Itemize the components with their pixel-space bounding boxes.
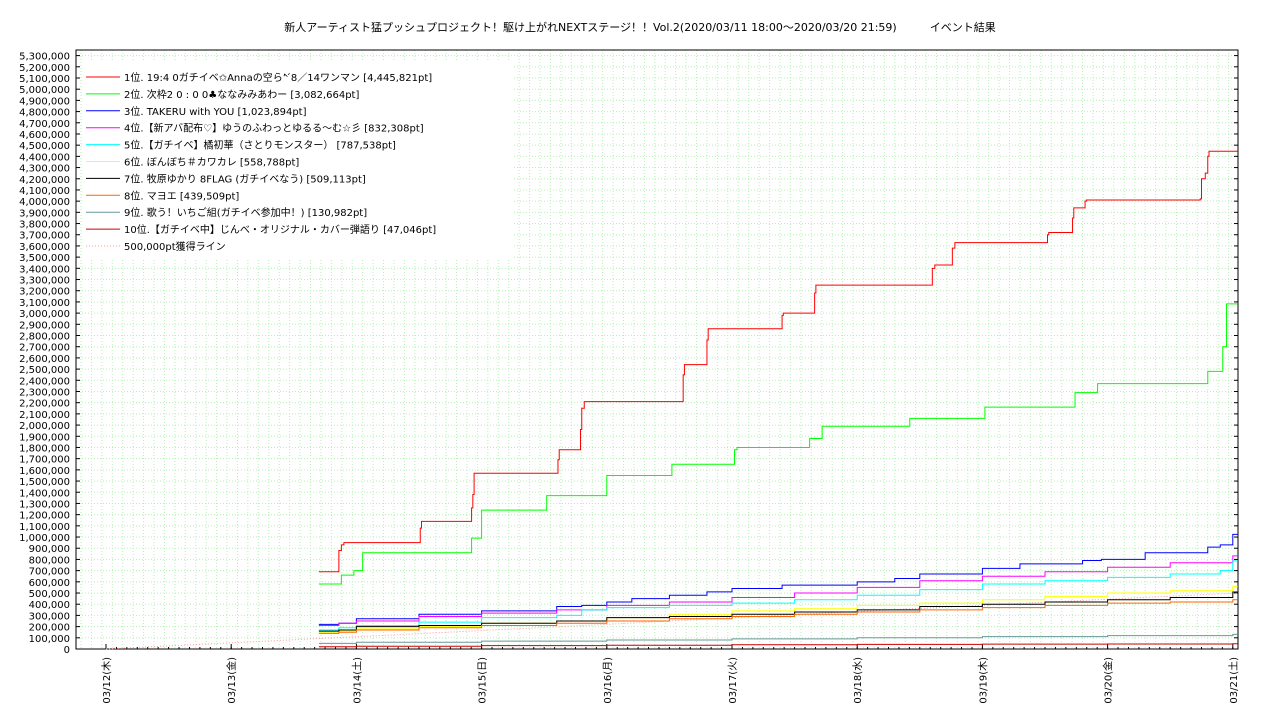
y-tick-label: 2,800,000 [19,332,70,343]
x-tick-label: 03/13(金) [225,657,238,704]
y-tick-label: 4,400,000 [19,152,70,163]
series-line-5 [318,560,1238,631]
y-tick-label: 4,700,000 [19,119,70,130]
y-tick-label: 5,200,000 [19,63,70,74]
legend-label: 8位. マヨエ [439,509pt] [124,189,239,202]
y-tick-label: 3,500,000 [19,253,70,264]
y-tick-label: 3,900,000 [19,208,70,219]
y-tick-label: 1,400,000 [19,488,70,499]
y-tick-label: 900,000 [29,544,70,555]
y-tick-label: 4,900,000 [19,96,70,107]
y-tick-label: 4,300,000 [19,164,70,175]
y-tick-label: 3,000,000 [19,309,70,320]
y-tick-label: 1,200,000 [19,511,70,522]
legend-label: 1位. 19:4 0ガチイベ✩Annaの空ら̀’´8／14ワンマン [4,445… [124,71,432,84]
y-tick-label: 800,000 [29,555,70,566]
y-tick-label: 200,000 [29,623,70,634]
y-tick-label: 2,000,000 [19,421,70,432]
y-tick-label: 2,400,000 [19,376,70,387]
x-tick-label: 03/16(月) [602,657,614,704]
y-tick-label: 1,100,000 [19,522,70,533]
x-tick-label: 03/21(土) [1227,657,1240,704]
x-tick-label: 03/17(火) [727,657,739,704]
x-tick-label: 03/20(金) [1102,657,1115,704]
y-tick-label: 2,300,000 [19,387,70,398]
y-tick-label: 2,600,000 [19,354,70,365]
y-tick-label: 2,500,000 [19,365,70,376]
y-tick-label: 2,100,000 [19,410,70,421]
legend-label: 10位.【ガチイベ中】じんべ・オリジナル・カバー弾語り [47,046pt] [124,223,436,236]
series-line-9 [318,633,1238,644]
y-tick-label: 3,100,000 [19,298,70,309]
y-tick-label: 2,900,000 [19,320,70,331]
y-tick-label: 500,000 [29,589,70,600]
y-tick-label: 3,400,000 [19,264,70,275]
y-tick-label: 700,000 [29,567,70,578]
y-tick-label: 1,500,000 [19,477,70,488]
y-tick-label: 1,700,000 [19,455,70,466]
y-tick-label: 1,000,000 [19,533,70,544]
y-tick-label: 3,200,000 [19,287,70,298]
series-line-7 [318,591,1238,632]
reference-line [105,592,1238,650]
y-tick-label: 4,000,000 [19,197,70,208]
legend-label: 7位. 牧原ゆかり 8FLAG (ガチイベなう) [509,113pt] [124,172,366,185]
x-tick-label: 03/14(土) [350,657,363,704]
legend-label: 4位.【新アバ配布♡】ゆうのふわっとゆるる〜む☆彡 [832,308pt] [124,122,424,135]
x-tick-label: 03/18(水) [852,657,864,704]
y-tick-label: 4,100,000 [19,186,70,197]
y-tick-label: 4,800,000 [19,108,70,119]
series-line-10 [318,643,1238,648]
series-line-1 [318,150,1238,573]
y-tick-label: 4,600,000 [19,130,70,141]
y-tick-label: 2,700,000 [19,343,70,354]
y-tick-label: 5,300,000 [19,52,70,63]
y-tick-label: 400,000 [29,600,70,611]
y-tick-label: 300,000 [29,611,70,622]
y-tick-label: 4,200,000 [19,175,70,186]
y-tick-label: 100,000 [29,634,70,645]
y-tick-label: 3,600,000 [19,242,70,253]
chart-title: 新人アーティスト猛プッシュプロジェクト！駆け上がれNEXTステージ！！Vol.2… [284,21,996,34]
y-tick-label: 1,800,000 [19,443,70,454]
y-tick-label: 0 [64,645,70,656]
legend-label: 2位. 次枠2 0 : 0 0♣ななみみあわー [3,082,664pt] [124,88,359,101]
y-tick-label: 5,000,000 [19,85,70,96]
y-tick-label: 3,300,000 [19,276,70,287]
series-line-4 [318,555,1238,626]
series-line-3 [318,533,1238,625]
y-tick-label: 600,000 [29,578,70,589]
y-tick-label: 5,100,000 [19,74,70,85]
legend-label: 500,000pt獲得ライン [124,240,226,253]
legend-label: 6位. ぼんぼち＃カワカレ [558,788pt] [124,156,299,169]
legend-label: 5位.【ガチイベ】橘初華（さとりモンスター） [787,538pt] [124,139,396,152]
series-line-2 [318,303,1238,585]
plot-frame [75,49,1239,650]
legend-box [82,62,512,260]
y-tick-label: 3,700,000 [19,231,70,242]
x-tick-label: 03/12(木) [101,657,113,704]
y-tick-label: 1,900,000 [19,432,70,443]
x-tick-label: 03/19(木) [977,657,989,704]
y-tick-label: 4,500,000 [19,141,70,152]
y-tick-label: 1,300,000 [19,499,70,510]
y-tick-label: 2,200,000 [19,399,70,410]
y-tick-label: 3,800,000 [19,220,70,231]
x-tick-label: 03/15(日) [478,657,489,704]
legend-label: 9位. 歌う！いちご組(ガチイベ参加中！) [130,982pt] [124,206,367,219]
legend-label: 3位. TAKERU with YOU [1,023,894pt] [124,105,307,118]
y-tick-label: 1,600,000 [19,466,70,477]
series-line-8 [318,599,1238,634]
